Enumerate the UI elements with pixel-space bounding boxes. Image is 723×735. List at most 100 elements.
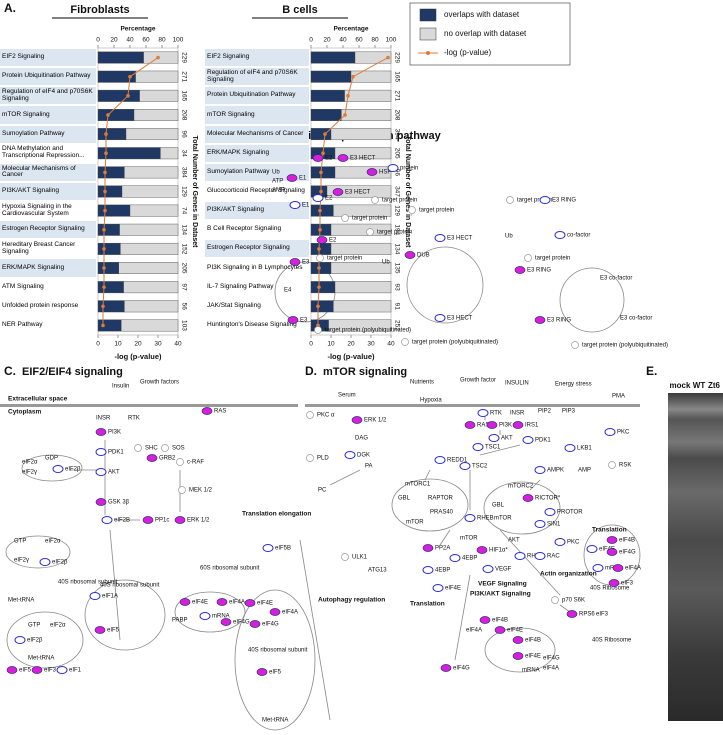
category-label-box: DNA Methylation and Transcriptional Repr… <box>2 145 85 159</box>
x2-axis-label: -log (p-value) <box>114 352 162 361</box>
x-tick-label: 60 <box>142 37 150 44</box>
node-up <box>351 416 363 424</box>
x-tick-label: 60 <box>355 37 363 44</box>
node-label: eIF5 <box>107 628 120 634</box>
node-label: DUB <box>417 253 430 259</box>
panel-title: mTOR signaling <box>323 366 407 378</box>
node-label: Hypoxia <box>420 398 442 404</box>
node-label: eIF4A <box>282 610 298 616</box>
node-label: c-RAF <box>187 460 204 466</box>
node-gray <box>524 254 532 262</box>
bar-segment <box>139 89 179 102</box>
line-point <box>104 132 108 136</box>
node-label: DAG <box>355 436 368 442</box>
node-up <box>522 494 534 502</box>
node-label: eIF4B <box>492 618 508 624</box>
node-up <box>534 316 546 324</box>
node-label: TSC1 <box>485 445 501 451</box>
bar-segment <box>120 242 179 255</box>
node-label: eIF4A <box>543 666 559 672</box>
category-label-box: NER Pathway <box>2 321 42 328</box>
line-point <box>318 208 322 213</box>
gel-image <box>668 393 723 721</box>
bar-segment <box>143 51 179 64</box>
node-label: E4 <box>284 288 292 294</box>
chart-title: B cells <box>282 4 317 16</box>
line-point <box>103 170 107 175</box>
bar-segment <box>354 51 392 64</box>
node-up <box>464 421 476 429</box>
x-tick-label: 20 <box>110 37 118 44</box>
node-label: eIF2γ <box>22 470 37 476</box>
category-label-box: ATM Signaling <box>2 283 44 290</box>
bar-segment <box>97 89 140 102</box>
bar-segment <box>310 262 332 274</box>
node-label: 40S ribosomal subunit <box>58 580 118 586</box>
node-label: MEK 1/2 <box>189 488 213 494</box>
bar-segment <box>310 242 332 255</box>
node-up <box>179 598 191 606</box>
node-gray <box>371 196 379 204</box>
node <box>199 612 211 620</box>
node-label: GBL <box>492 503 505 509</box>
node-label: eIF4G <box>619 550 636 556</box>
node-label: target protein (polyubiquitinated) <box>582 343 668 349</box>
y-tick-label: PI3K Signaling in B Lymphocytes <box>207 263 303 271</box>
line-point <box>351 74 355 79</box>
bar-segment <box>118 262 179 274</box>
node-label: E2 <box>325 196 333 202</box>
total-label: 165 <box>393 71 400 82</box>
node-label: RHO <box>527 554 541 560</box>
node-label: eIF1A <box>102 594 118 600</box>
bar-segment <box>310 70 352 83</box>
category-label-box: PI3K/AKT Signaling <box>0 182 96 201</box>
node-up <box>244 599 256 607</box>
node-label: Met-tRNA <box>262 718 288 724</box>
category-label-box: Regulation of eIF4 and p70S6K Signaling <box>205 68 309 86</box>
legend-swatch <box>426 51 430 55</box>
line-point <box>103 189 107 194</box>
node-label: protein <box>400 166 418 172</box>
node-label: E2 <box>329 238 337 244</box>
x-tick-label: 80 <box>371 37 379 44</box>
node-up <box>316 236 328 244</box>
node-label: RSK <box>619 463 631 469</box>
node-label: mTOR <box>460 536 478 542</box>
node-up <box>440 664 452 672</box>
node-up <box>366 168 378 176</box>
node-gray <box>306 454 314 462</box>
node-label: VEGF Signaling <box>478 581 527 588</box>
node-label: eIF2γ <box>14 558 29 564</box>
x-tick-label: 100 <box>173 37 184 44</box>
line-point <box>317 247 321 251</box>
node-label: mTOR <box>494 516 512 522</box>
total-label: 205 <box>180 263 187 274</box>
node-up <box>287 316 299 324</box>
node-label: SHC <box>145 446 158 452</box>
node-label: 4EBP <box>462 556 477 562</box>
node-up <box>142 516 154 524</box>
total-label: 252 <box>393 320 400 331</box>
line-point <box>343 113 347 117</box>
node-label: GRB2 <box>159 456 176 462</box>
category-label-box: JAK/Stat Signaling <box>207 302 261 309</box>
category-label-box: Regulation of eIF4 and p70S6K Signaling <box>0 87 96 105</box>
node-up <box>174 516 186 524</box>
total-label: 384 <box>180 167 187 178</box>
node <box>522 436 534 444</box>
node-label: AMP <box>578 468 591 474</box>
node-label: INSR <box>96 416 111 422</box>
node-label: SOS <box>172 446 185 452</box>
node-label: E3 HECT <box>345 190 371 196</box>
y2-axis-label: Total Number of Genes in Dataset <box>404 136 411 249</box>
bar-segment <box>310 281 336 294</box>
membrane <box>0 404 298 407</box>
y-tick-label: Sumoylation Pathway <box>205 163 309 181</box>
y-tick-label: PI3K/AKT Signaling <box>205 202 309 220</box>
node-label: REDD1 <box>447 458 468 464</box>
node-label: E3 RING <box>527 268 551 274</box>
node-label: mRNA <box>212 614 230 620</box>
node-label: eIF4E <box>599 547 615 553</box>
bar-segment <box>310 166 336 179</box>
